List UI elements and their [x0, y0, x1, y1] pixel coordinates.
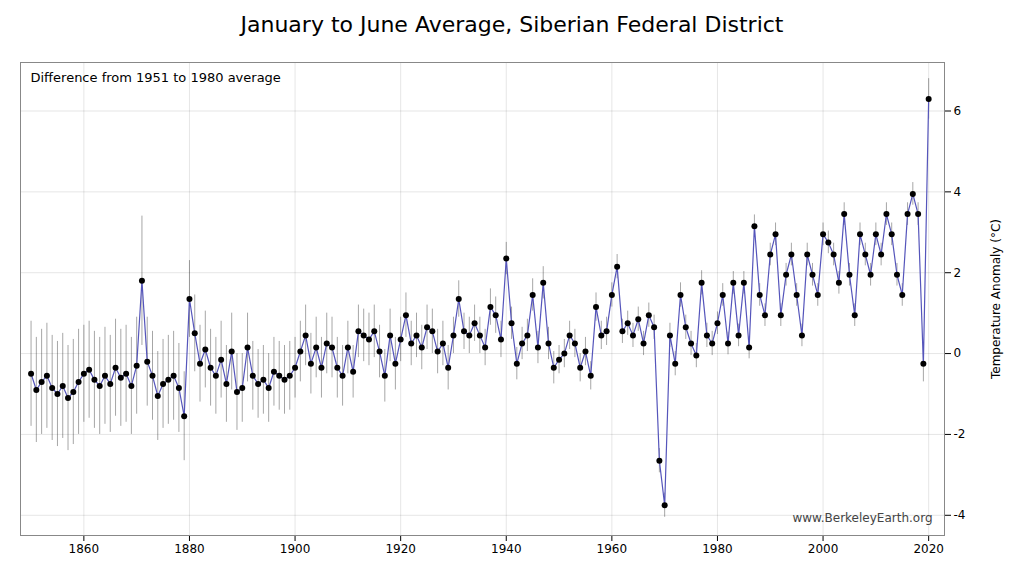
svg-text:www.BerkeleyEarth.org: www.BerkeleyEarth.org — [792, 511, 932, 525]
svg-text:1860: 1860 — [69, 542, 100, 556]
svg-text:1880: 1880 — [174, 542, 205, 556]
svg-text:2020: 2020 — [913, 542, 944, 556]
svg-text:Difference from 1951 to 1980 a: Difference from 1951 to 1980 average — [31, 70, 281, 85]
svg-text:-2: -2 — [954, 427, 966, 441]
svg-text:2000: 2000 — [808, 542, 839, 556]
svg-text:1960: 1960 — [597, 542, 628, 556]
svg-text:Temperature Anomaly (°C): Temperature Anomaly (°C) — [989, 219, 1003, 380]
svg-text:1900: 1900 — [280, 542, 311, 556]
svg-text:-4: -4 — [954, 508, 966, 522]
svg-text:6: 6 — [954, 104, 962, 118]
html-text:January to June Average, Siber: January to June Average, Siberian Federa… — [240, 12, 784, 37]
svg-text:2: 2 — [954, 266, 962, 280]
svg-text:1980: 1980 — [702, 542, 733, 556]
svg-text:0: 0 — [954, 346, 962, 360]
svg-text:1940: 1940 — [491, 542, 522, 556]
svg-text:1920: 1920 — [385, 542, 416, 556]
svg-text:4: 4 — [954, 185, 962, 199]
